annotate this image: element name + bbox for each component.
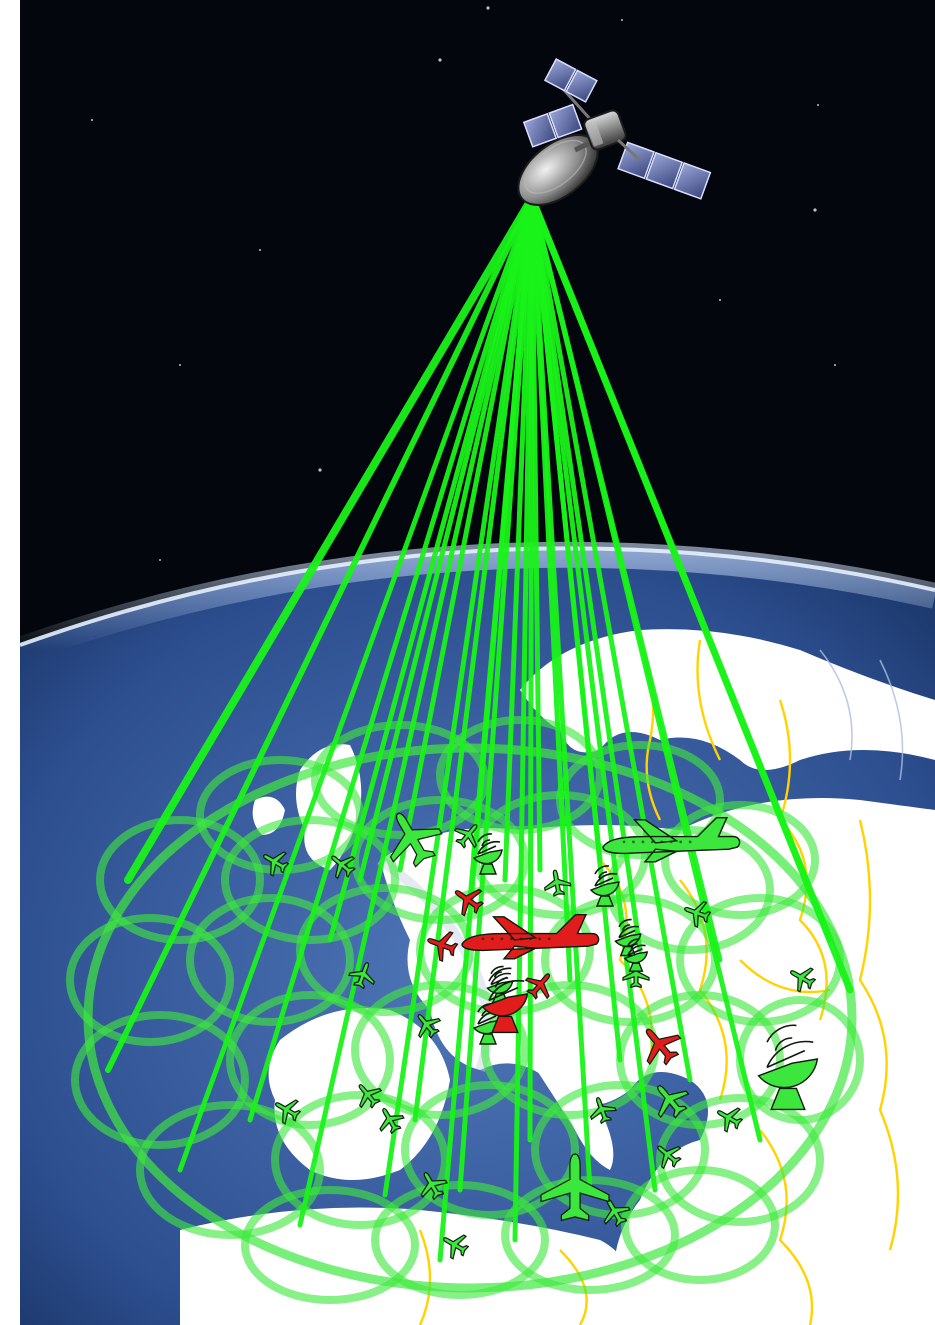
- airplane-icon: [427, 931, 459, 962]
- star: [179, 364, 181, 366]
- airplane-icon: [602, 817, 741, 863]
- airplane-icon: [389, 812, 443, 868]
- star: [621, 19, 623, 21]
- coverage-cell: [656, 1094, 824, 1226]
- airplane-icon: [657, 1085, 690, 1119]
- coverage-cells: [66, 716, 864, 1304]
- coverage-cell: [401, 1081, 579, 1219]
- airplane-icon: [262, 851, 290, 877]
- beam: [529, 195, 543, 873]
- airplane-icon: [358, 1084, 383, 1109]
- airplane-icon: [657, 1145, 682, 1170]
- ground-station-icon: [472, 833, 503, 875]
- beam: [397, 195, 535, 873]
- satellite-beams: [105, 194, 854, 1263]
- beam: [124, 194, 536, 884]
- star: [817, 104, 819, 106]
- beam: [177, 195, 535, 1173]
- airplane-icon: [454, 888, 485, 917]
- beam: [529, 195, 623, 1063]
- airplane-icon: [417, 1014, 442, 1039]
- star: [159, 559, 161, 561]
- airplane-icon: [461, 914, 600, 960]
- star: [259, 249, 261, 251]
- airplane-icon: [442, 1234, 470, 1260]
- beam: [297, 195, 535, 1228]
- ground-station-icon: [589, 865, 620, 907]
- airplane-icon: [603, 1199, 631, 1228]
- airplane-icon: [589, 1097, 617, 1125]
- traffic-layer: [262, 812, 819, 1260]
- coverage-cell: [221, 816, 399, 944]
- star: [438, 58, 442, 62]
- airplane-icon: [524, 973, 551, 1000]
- star-field: [91, 6, 836, 561]
- airplane-icon: [789, 967, 817, 993]
- airplane-icon: [543, 869, 572, 897]
- coverage-cell: [661, 801, 819, 919]
- star: [813, 208, 817, 212]
- airplane-icon: [274, 1099, 302, 1125]
- coverage-cell: [96, 816, 264, 944]
- coverage-cell: [531, 1081, 709, 1219]
- airplane-icon: [379, 1107, 405, 1135]
- airplane-icon: [716, 1107, 744, 1133]
- airplane-icon: [684, 900, 712, 928]
- star: [318, 468, 322, 472]
- coverage-footprint-boundary: [83, 743, 857, 1293]
- coverage-cell: [136, 1101, 324, 1239]
- coverage-cell: [186, 894, 354, 1026]
- beam: [105, 195, 535, 1073]
- beam: [357, 195, 535, 883]
- satellite-icon: [517, 58, 712, 206]
- airplane-icon: [453, 824, 478, 849]
- star: [719, 299, 721, 301]
- coverage-cell: [71, 1011, 249, 1149]
- coverage-cell: [351, 981, 529, 1119]
- airplane-icon: [331, 855, 356, 880]
- beam: [502, 195, 535, 883]
- coverage-cell: [226, 991, 394, 1129]
- star: [486, 6, 490, 10]
- beam: [382, 195, 535, 1198]
- ground-station-icon: [623, 938, 649, 972]
- beam: [457, 195, 535, 1193]
- coverage-cell: [271, 1091, 449, 1229]
- ground-station-icon: [757, 1024, 819, 1111]
- ground-station-icon: [481, 967, 529, 1034]
- coverage-cell: [621, 1166, 779, 1284]
- beam: [467, 195, 535, 903]
- beam: [247, 195, 535, 1123]
- star: [834, 364, 836, 366]
- airplane-icon: [540, 1153, 610, 1222]
- beam: [529, 195, 658, 1193]
- beam: [529, 195, 763, 1143]
- coverage-cell: [241, 1186, 419, 1304]
- beam: [528, 194, 854, 994]
- airplane-icon: [645, 1028, 682, 1066]
- beam: [412, 195, 535, 1123]
- beam: [529, 195, 593, 1193]
- airplane-icon: [348, 962, 376, 990]
- airplane-icon: [420, 1172, 448, 1201]
- star: [91, 119, 93, 121]
- beam: [529, 195, 693, 1083]
- coverage-cell: [196, 756, 364, 874]
- coverage-cell: [66, 914, 234, 1046]
